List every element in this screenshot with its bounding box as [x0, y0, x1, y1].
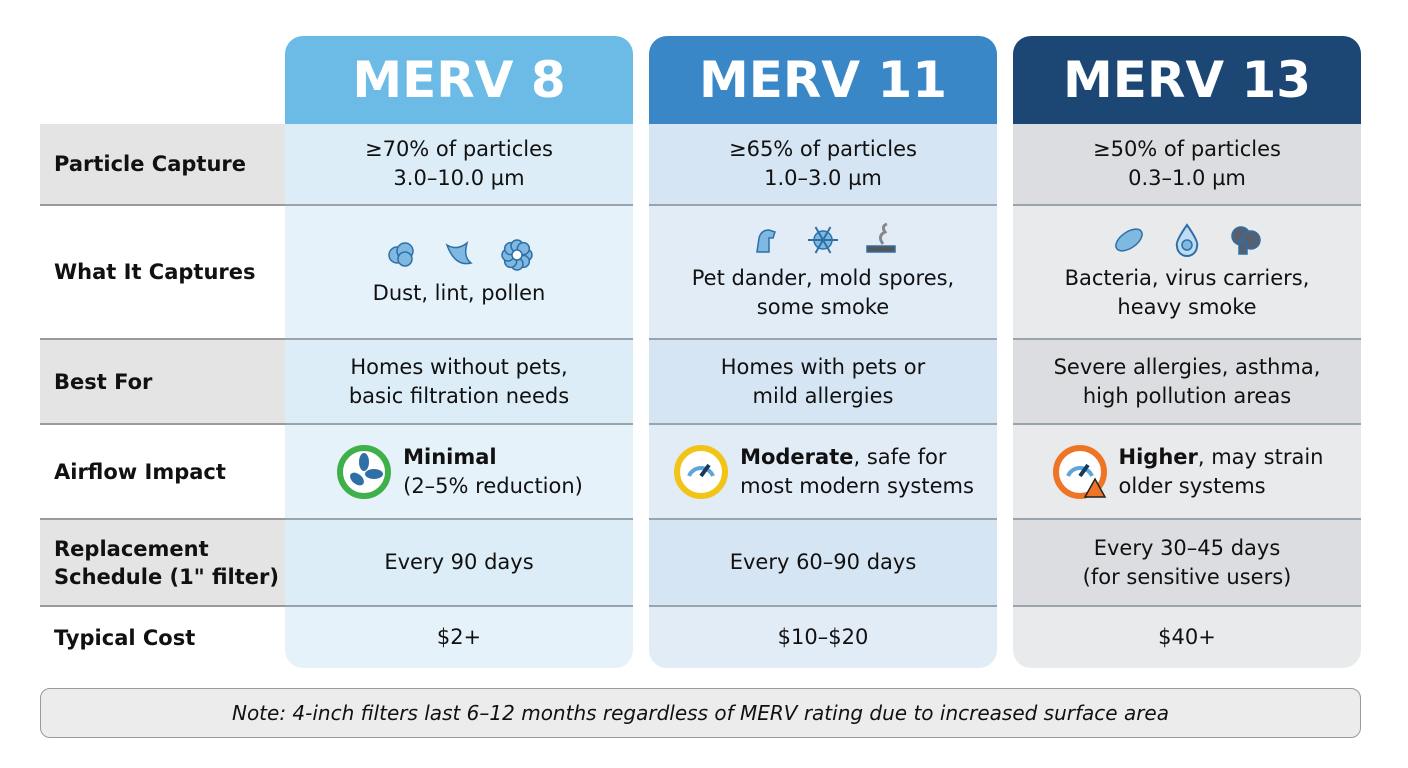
column-header: MERV 8	[285, 36, 633, 124]
column-merv-8: MERV 8 ≥70% of particles 3.0–10.0 µm Dust…	[285, 36, 633, 668]
column-header: MERV 11	[649, 36, 997, 124]
row-label-what-it-captures: What It Captures	[40, 206, 285, 340]
captures-text-2: heavy smoke	[1117, 295, 1257, 319]
airflow-detail: older systems	[1118, 473, 1266, 498]
capture-percent: ≥50% of particles	[1092, 137, 1281, 161]
column-header: MERV 13	[1013, 36, 1361, 124]
cell-typical-cost: $2+	[285, 607, 633, 668]
gauge-icon	[674, 444, 729, 499]
airflow-detail: most modern systems	[740, 473, 974, 498]
airflow-note: , may strain	[1197, 444, 1324, 469]
airflow-level: Moderate	[740, 444, 854, 469]
bacteria-icon	[1115, 228, 1143, 252]
pollen-icon	[501, 238, 533, 271]
airflow-level: Minimal	[403, 444, 497, 469]
capture-icons	[1111, 222, 1263, 258]
lint-icon	[445, 240, 473, 264]
airflow-note: , safe for	[853, 444, 947, 469]
best-for-text: Homes without pets,	[350, 354, 568, 379]
column-merv-13: MERV 13 ≥50% of particles 0.3–1.0 µm Bact…	[1013, 36, 1361, 668]
capture-size: 3.0–10.0 µm	[393, 166, 525, 190]
cell-best-for: Severe allergies, asthma, high pollution …	[1013, 340, 1361, 425]
footnote: Note: 4-inch filters last 6–12 months re…	[40, 688, 1361, 738]
captures-text: Dust, lint, pollen	[372, 280, 546, 305]
cell-replacement: Every 90 days	[285, 520, 633, 607]
heavy-smoke-icon	[1231, 226, 1261, 255]
cell-what-it-captures: Bacteria, virus carriers, heavy smoke	[1013, 206, 1361, 340]
captures-text: Bacteria, virus carriers,	[1064, 266, 1310, 290]
capture-icons	[747, 222, 899, 258]
row-label-best-for: Best For	[40, 340, 285, 425]
best-for-text: Homes with pets or	[720, 354, 926, 379]
capture-percent: ≥70% of particles	[364, 137, 553, 161]
row-label-airflow-impact: Airflow Impact	[40, 425, 285, 520]
smoke-icon	[866, 222, 896, 253]
replacement-text: Every 90 days	[384, 550, 534, 574]
cell-particle-capture: ≥70% of particles 3.0–10.0 µm	[285, 124, 633, 206]
dust-icon	[388, 241, 414, 267]
cell-what-it-captures: Pet dander, mold spores, some smoke	[649, 206, 997, 340]
cell-airflow-impact: Moderate, safe for most modern systems	[649, 425, 997, 520]
replacement-text: Every 60–90 days	[729, 550, 917, 574]
cell-replacement: Every 30–45 days (for sensitive users)	[1013, 520, 1361, 607]
column-merv-11: MERV 11 ≥65% of particles 1.0–3.0 µm Pet …	[649, 36, 997, 668]
mold-spore-icon	[808, 226, 838, 254]
cell-airflow-impact: Minimal (2–5% reduction)	[285, 425, 633, 520]
captures-text-2: some smoke	[756, 295, 890, 319]
cell-best-for: Homes without pets, basic filtration need…	[285, 340, 633, 425]
fan-icon	[337, 444, 392, 499]
cell-particle-capture: ≥65% of particles 1.0–3.0 µm	[649, 124, 997, 206]
capture-size: 0.3–1.0 µm	[1128, 166, 1246, 190]
cell-best-for: Homes with pets or mild allergies	[649, 340, 997, 425]
airflow-detail: (2–5% reduction)	[403, 473, 583, 498]
replacement-text-2: (for sensitive users)	[1082, 564, 1292, 589]
row-label-particle-capture: Particle Capture	[40, 124, 285, 206]
airflow-level: Higher	[1118, 444, 1198, 469]
best-for-text: Severe allergies, asthma,	[1053, 354, 1321, 379]
capture-percent: ≥65% of particles	[728, 137, 917, 161]
virus-droplet-icon	[1175, 223, 1199, 257]
best-for-text-2: basic filtration needs	[348, 383, 570, 408]
cell-replacement: Every 60–90 days	[649, 520, 997, 607]
replacement-text: Every 30–45 days	[1093, 535, 1281, 560]
captures-text: Pet dander, mold spores,	[691, 266, 955, 290]
cell-what-it-captures: Dust, lint, pollen	[285, 206, 633, 340]
row-label-replacement: Replacement Schedule (1" filter)	[40, 520, 285, 607]
cell-typical-cost: $40+	[1013, 607, 1361, 668]
cell-typical-cost: $10–$20	[649, 607, 997, 668]
capture-icons	[383, 237, 535, 273]
best-for-text-2: mild allergies	[752, 383, 894, 408]
row-label-typical-cost: Typical Cost	[54, 625, 196, 650]
best-for-text-2: high pollution areas	[1082, 383, 1292, 408]
gauge-warning-icon	[1052, 444, 1107, 499]
pet-dander-icon	[756, 229, 776, 253]
capture-size: 1.0–3.0 µm	[764, 166, 882, 190]
cell-airflow-impact: Higher, may strain older systems	[1013, 425, 1361, 520]
cell-particle-capture: ≥50% of particles 0.3–1.0 µm	[1013, 124, 1361, 206]
